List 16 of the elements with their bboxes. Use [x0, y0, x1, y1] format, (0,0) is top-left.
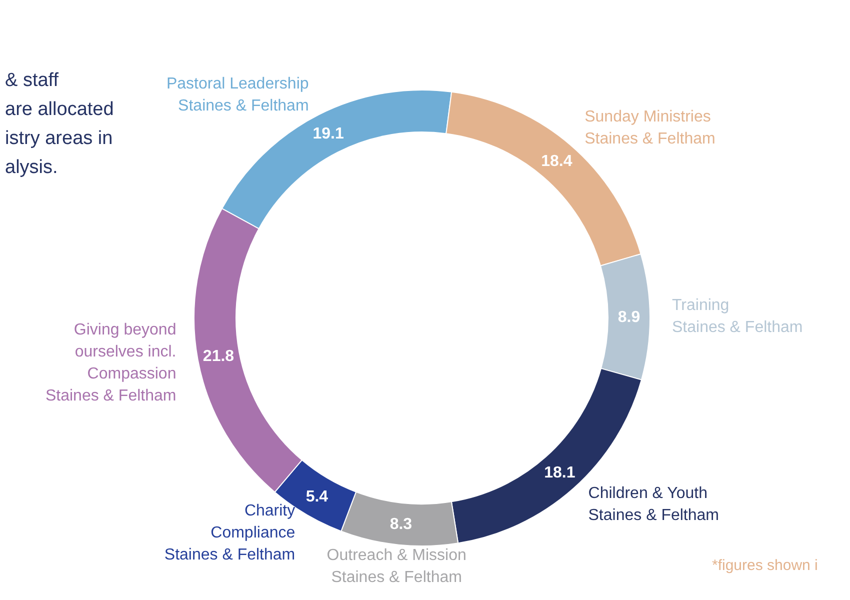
- slice-label: Training Staines & Feltham: [672, 297, 803, 336]
- slice-label: Giving beyond ourselves incl. Compassion Staines & Feltham: [45, 321, 176, 404]
- slice-label: Children & Youth Staines & Feltham: [588, 485, 719, 524]
- data-label: 21.8: [202, 348, 234, 365]
- slice-label: Sunday Ministries Staines & Feltham: [584, 108, 716, 148]
- data-label: 8.9: [618, 308, 640, 326]
- data-label: 5.4: [306, 488, 328, 506]
- data-label: 8.3: [390, 516, 412, 533]
- slice-label: Pastoral Leadership Staines & Feltham: [166, 76, 309, 115]
- slice-label: Charity Compliance Staines & Feltham: [164, 502, 296, 564]
- data-label: 18.1: [544, 464, 576, 482]
- data-label: 19.1: [312, 125, 344, 142]
- data-label: 18.4: [541, 152, 572, 170]
- text: *figures shown i: [712, 557, 818, 574]
- slice-label: Outreach & Mission Staines & Feltham: [326, 547, 466, 586]
- text: & staff are allocated istry areas in alysis.: [5, 70, 114, 178]
